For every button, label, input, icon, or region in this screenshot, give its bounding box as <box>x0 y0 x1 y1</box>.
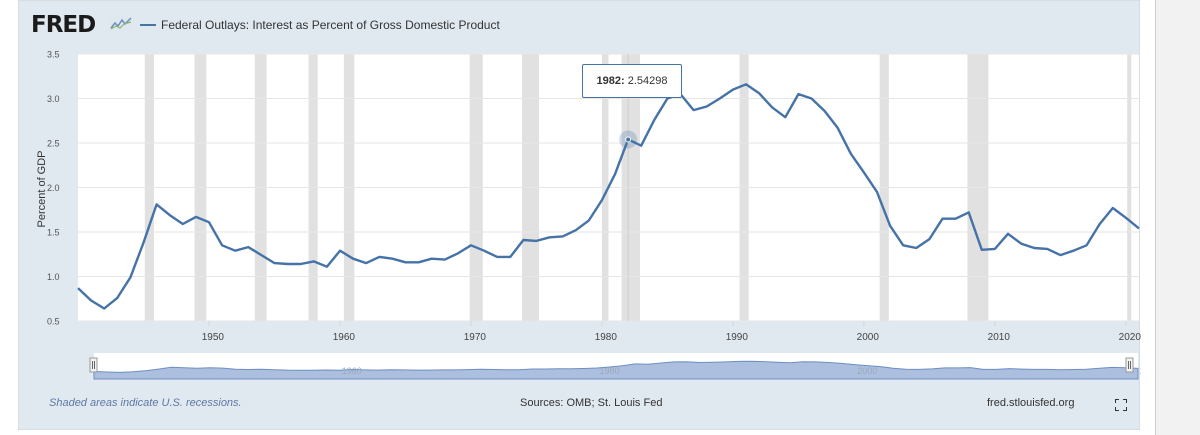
navigator-area <box>93 360 1139 380</box>
navigator-right-handle[interactable] <box>1125 357 1134 373</box>
x-tick-label: 2000 <box>857 332 880 343</box>
recession-note: Shaded areas indicate U.S. recessions. <box>49 397 242 409</box>
series-line[interactable] <box>77 83 1140 310</box>
navigator-label: 20 <box>1140 366 1141 376</box>
navigator-label: 1980 <box>600 366 620 376</box>
x-tick-label: 1980 <box>595 332 618 343</box>
x-tick-label: 1960 <box>333 332 356 343</box>
tooltip-year: 1982: <box>596 75 625 87</box>
y-tick-label: 2.0 <box>47 183 60 193</box>
line-chart[interactable]: 0.51.01.52.02.53.03.5 1950 1960 1970 1980 19… <box>19 1 1141 431</box>
sources-text: Sources: OMB; St. Louis Fed <box>520 397 663 409</box>
y-tick-label: 1.5 <box>47 228 60 238</box>
y-tick-label: 1.0 <box>47 272 60 282</box>
x-tick-label: 1990 <box>726 332 749 343</box>
tooltip-value: 2.54298 <box>627 75 668 87</box>
y-tick-label: 0.5 <box>47 317 60 327</box>
y-tick-label: 3.0 <box>47 94 60 104</box>
x-tick-label: 1970 <box>464 332 487 343</box>
data-tooltip: 1982: 2.54298 <box>582 64 682 98</box>
x-tick-label: 2020 <box>1119 332 1141 343</box>
legend-swatch <box>140 24 156 26</box>
navigator-left-handle[interactable] <box>89 357 98 373</box>
y-tick-label: 2.5 <box>47 139 60 149</box>
range-navigator[interactable]: 1960 1980 2000 20 <box>89 353 1141 380</box>
fred-logo: FRED <box>31 12 96 38</box>
x-tick-label: 2010 <box>988 332 1011 343</box>
y-tick-label: 3.5 <box>47 50 60 60</box>
navigator-label: 1960 <box>342 366 362 376</box>
fred-chart-icon <box>110 16 132 30</box>
hover-point[interactable] <box>625 136 632 143</box>
site-link[interactable]: fred.stlouisfed.org <box>987 397 1075 409</box>
y-axis-label: Percent of GDP <box>36 150 48 227</box>
scrollbar-gutter <box>1155 0 1200 435</box>
fullscreen-icon[interactable] <box>1115 399 1127 411</box>
x-tick-label: 1950 <box>202 332 225 343</box>
navigator-label: 2000 <box>857 366 877 376</box>
chart-frame: FRED Federal Outlays: Interest as Percen… <box>18 0 1141 431</box>
series-title[interactable]: Federal Outlays: Interest as Percent of … <box>161 18 500 32</box>
